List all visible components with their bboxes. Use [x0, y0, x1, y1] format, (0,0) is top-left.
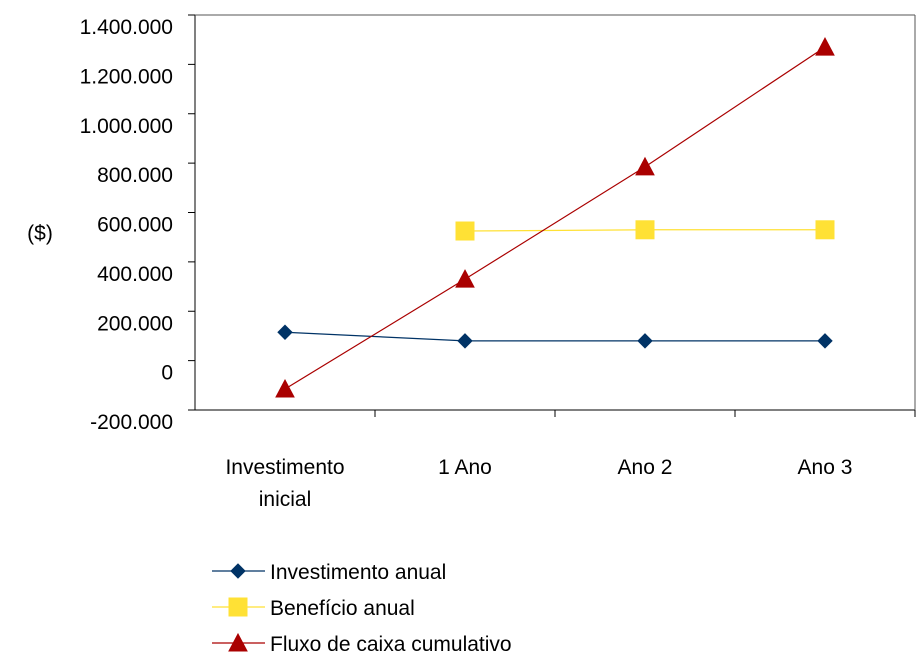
x-tick-label: 1 Ano [438, 456, 492, 479]
series-group [275, 37, 835, 398]
data-point [815, 220, 835, 240]
legend-label: Benefício anual [270, 597, 415, 620]
data-point [817, 333, 833, 349]
data-point [455, 221, 475, 241]
y-axis-label: ($) [27, 222, 53, 245]
legend-item: Investimento anual [212, 561, 446, 584]
series-3 [275, 37, 835, 398]
data-point [275, 378, 295, 398]
y-axis-ticks: -200.000 0 200.000 400.000 600.000 800.000 1.0… [80, 14, 195, 434]
y-tick-label: 800.000 [97, 164, 173, 187]
y-tick-label: 200.000 [97, 312, 173, 335]
x-tick-label: Investimento inicial [225, 456, 344, 511]
series-line [284, 46, 826, 390]
y-tick-label: 1.400.000 [80, 16, 173, 39]
data-point [457, 333, 473, 349]
legend-marker [230, 563, 246, 579]
data-point [635, 220, 655, 240]
y-tick-label: 600.000 [97, 214, 173, 237]
y-tick-label: 1.000.000 [80, 115, 173, 138]
data-point [637, 333, 653, 349]
legend-marker [228, 632, 248, 652]
legend-label: Investimento anual [270, 561, 446, 584]
legend-item: Fluxo de caixa cumulativo [212, 632, 512, 656]
legend-label: Fluxo de caixa cumulativo [270, 633, 512, 656]
plot-frame [194, 14, 916, 411]
data-point [455, 269, 475, 288]
y-tick-label: -200.000 [90, 411, 173, 434]
data-point [635, 156, 655, 176]
series-line [284, 331, 825, 342]
x-tick-label: Ano 3 [798, 456, 853, 479]
data-point [815, 37, 835, 56]
legend: Investimento anual Benefício anual Fluxo d… [212, 561, 512, 656]
x-tick-label: Ano 2 [618, 456, 673, 479]
y-tick-label: 0 [161, 362, 173, 385]
data-point [277, 324, 293, 340]
legend-item: Benefício anual [212, 597, 415, 620]
series-2 [455, 220, 835, 241]
x-axis-ticks: Investimento inicial 1 Ano Ano 2 Ano 3 [225, 410, 916, 511]
legend-marker [228, 597, 248, 617]
y-tick-label: 400.000 [97, 263, 173, 286]
series-1 [277, 324, 833, 349]
y-tick-label: 1.200.000 [80, 65, 173, 88]
